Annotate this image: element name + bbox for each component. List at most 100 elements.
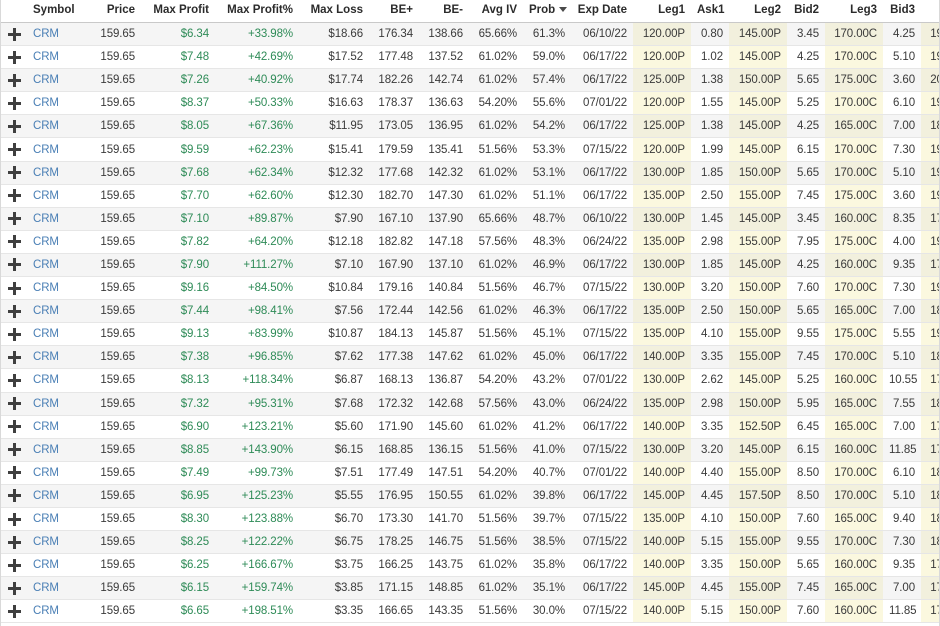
cell-symbol[interactable]: CRM bbox=[27, 137, 85, 162]
cell-symbol[interactable]: CRM bbox=[27, 207, 85, 231]
symbol-link[interactable]: CRM bbox=[33, 605, 59, 618]
cell-symbol[interactable]: CRM bbox=[27, 530, 85, 555]
expand-row-button[interactable] bbox=[1, 415, 27, 439]
expand-row-button[interactable] bbox=[1, 22, 27, 47]
table-row[interactable]: CRM 159.65 $7.48 +42.69% $17.52 177.48 137.52 6… bbox=[1, 45, 939, 70]
cell-symbol[interactable]: CRM bbox=[27, 461, 85, 485]
expand-row-button[interactable] bbox=[1, 322, 27, 347]
symbol-link[interactable]: CRM bbox=[33, 328, 59, 341]
cell-symbol[interactable]: CRM bbox=[27, 161, 85, 185]
expand-row-button[interactable] bbox=[1, 276, 27, 301]
expand-row-button[interactable] bbox=[1, 184, 27, 208]
expand-row-button[interactable] bbox=[1, 507, 27, 532]
table-row[interactable]: CRM 159.65 $9.59 +62.23% $15.41 179.59 135.41 5… bbox=[1, 137, 939, 162]
table-row[interactable]: CRM 159.65 $8.37 +50.33% $16.63 178.37 136.63 5… bbox=[1, 91, 939, 116]
column-header-leg4[interactable]: Leg4 bbox=[921, 0, 939, 23]
table-row[interactable]: CRM 159.65 $7.10 +89.87% $7.90 167.10 137.90 65… bbox=[1, 207, 939, 231]
plus-icon[interactable] bbox=[7, 512, 21, 526]
symbol-link[interactable]: CRM bbox=[33, 28, 59, 41]
column-header-price[interactable]: Price bbox=[85, 0, 141, 23]
column-header-bid2[interactable]: Bid2 bbox=[787, 0, 825, 23]
cell-symbol[interactable]: CRM bbox=[27, 392, 85, 416]
column-header-exp-date[interactable]: Exp Date bbox=[571, 0, 633, 23]
expand-row-button[interactable] bbox=[1, 530, 27, 555]
symbol-link[interactable]: CRM bbox=[33, 74, 59, 87]
cell-symbol[interactable]: CRM bbox=[27, 438, 85, 462]
table-row[interactable]: CRM 159.65 $8.25 +122.22% $6.75 178.25 146.75 5… bbox=[1, 530, 939, 555]
symbol-link[interactable]: CRM bbox=[33, 374, 59, 387]
column-header-bid3[interactable]: Bid3 bbox=[883, 0, 921, 23]
plus-icon[interactable] bbox=[7, 604, 21, 618]
cell-symbol[interactable]: CRM bbox=[27, 276, 85, 301]
expand-row-button[interactable] bbox=[1, 599, 27, 624]
column-header-leg1[interactable]: Leg1 bbox=[633, 0, 691, 23]
table-row[interactable]: CRM 159.65 $8.05 +67.36% $11.95 173.05 136.95 6… bbox=[1, 114, 939, 139]
symbol-link[interactable]: CRM bbox=[33, 513, 59, 526]
table-row[interactable]: CRM 159.65 $7.38 +96.85% $7.62 177.38 147.62 61… bbox=[1, 345, 939, 370]
cell-symbol[interactable]: CRM bbox=[27, 22, 85, 47]
cell-symbol[interactable]: CRM bbox=[27, 230, 85, 254]
column-header-be-plus[interactable]: BE+ bbox=[369, 0, 419, 23]
column-header-leg2[interactable]: Leg2 bbox=[729, 0, 787, 23]
symbol-link[interactable]: CRM bbox=[33, 51, 59, 64]
symbol-link[interactable]: CRM bbox=[33, 258, 59, 271]
expand-row-button[interactable] bbox=[1, 392, 27, 416]
column-header-avg-iv[interactable]: Avg IV bbox=[469, 0, 523, 23]
cell-symbol[interactable]: CRM bbox=[27, 91, 85, 116]
plus-icon[interactable] bbox=[7, 489, 21, 503]
expand-row-button[interactable] bbox=[1, 161, 27, 185]
symbol-link[interactable]: CRM bbox=[33, 536, 59, 549]
expand-row-button[interactable] bbox=[1, 484, 27, 508]
table-row[interactable]: CRM 159.65 $6.15 +159.74% $3.85 171.15 148.85 6… bbox=[1, 576, 939, 601]
cell-symbol[interactable]: CRM bbox=[27, 507, 85, 532]
plus-icon[interactable] bbox=[7, 189, 21, 203]
plus-icon[interactable] bbox=[7, 397, 21, 411]
cell-symbol[interactable]: CRM bbox=[27, 368, 85, 393]
table-row[interactable]: CRM 159.65 $6.65 +198.51% $3.35 166.65 143.35 5… bbox=[1, 599, 939, 624]
column-header-expand[interactable] bbox=[1, 0, 27, 23]
cell-symbol[interactable]: CRM bbox=[27, 415, 85, 439]
plus-icon[interactable] bbox=[7, 50, 21, 64]
plus-icon[interactable] bbox=[7, 235, 21, 249]
plus-icon[interactable] bbox=[7, 143, 21, 157]
expand-row-button[interactable] bbox=[1, 68, 27, 93]
symbol-link[interactable]: CRM bbox=[33, 351, 59, 364]
cell-symbol[interactable]: CRM bbox=[27, 322, 85, 347]
table-row[interactable]: CRM 159.65 $6.25 +166.67% $3.75 166.25 143.75 6… bbox=[1, 553, 939, 578]
plus-icon[interactable] bbox=[7, 96, 21, 110]
cell-symbol[interactable]: CRM bbox=[27, 484, 85, 508]
expand-row-button[interactable] bbox=[1, 299, 27, 324]
cell-symbol[interactable]: CRM bbox=[27, 184, 85, 208]
column-header-prob[interactable]: Prob bbox=[523, 0, 571, 23]
cell-symbol[interactable]: CRM bbox=[27, 599, 85, 624]
column-header-max-profit[interactable]: Max Profit bbox=[141, 0, 215, 23]
plus-icon[interactable] bbox=[7, 350, 21, 364]
symbol-link[interactable]: CRM bbox=[33, 120, 59, 133]
table-row[interactable]: CRM 159.65 $6.95 +125.23% $5.55 176.95 150.55 6… bbox=[1, 484, 939, 508]
symbol-link[interactable]: CRM bbox=[33, 443, 59, 456]
plus-icon[interactable] bbox=[7, 304, 21, 318]
symbol-link[interactable]: CRM bbox=[33, 143, 59, 156]
symbol-link[interactable]: CRM bbox=[33, 582, 59, 595]
cell-symbol[interactable]: CRM bbox=[27, 553, 85, 578]
plus-icon[interactable] bbox=[7, 535, 21, 549]
plus-icon[interactable] bbox=[7, 166, 21, 180]
cell-symbol[interactable]: CRM bbox=[27, 68, 85, 93]
table-row[interactable]: CRM 159.65 $9.16 +84.50% $10.84 179.16 140.84 5… bbox=[1, 276, 939, 301]
symbol-link[interactable]: CRM bbox=[33, 97, 59, 110]
symbol-link[interactable]: CRM bbox=[33, 466, 59, 479]
column-header-max-loss[interactable]: Max Loss bbox=[299, 0, 369, 23]
symbol-link[interactable]: CRM bbox=[33, 212, 59, 225]
plus-icon[interactable] bbox=[7, 119, 21, 133]
table-row[interactable]: CRM 159.65 $7.49 +99.73% $7.51 177.49 147.51 54… bbox=[1, 461, 939, 485]
table-row[interactable]: CRM 159.65 $7.32 +95.31% $7.68 172.32 142.68 57… bbox=[1, 392, 939, 416]
cell-symbol[interactable]: CRM bbox=[27, 576, 85, 601]
expand-row-button[interactable] bbox=[1, 114, 27, 139]
plus-icon[interactable] bbox=[7, 443, 21, 457]
table-row[interactable]: CRM 159.65 $6.90 +123.21% $5.60 171.90 145.60 6… bbox=[1, 415, 939, 439]
expand-row-button[interactable] bbox=[1, 253, 27, 278]
expand-row-button[interactable] bbox=[1, 91, 27, 116]
expand-row-button[interactable] bbox=[1, 368, 27, 393]
table-row[interactable]: CRM 159.65 $8.85 +143.90% $6.15 168.85 136.15 5… bbox=[1, 438, 939, 462]
plus-icon[interactable] bbox=[7, 258, 21, 272]
